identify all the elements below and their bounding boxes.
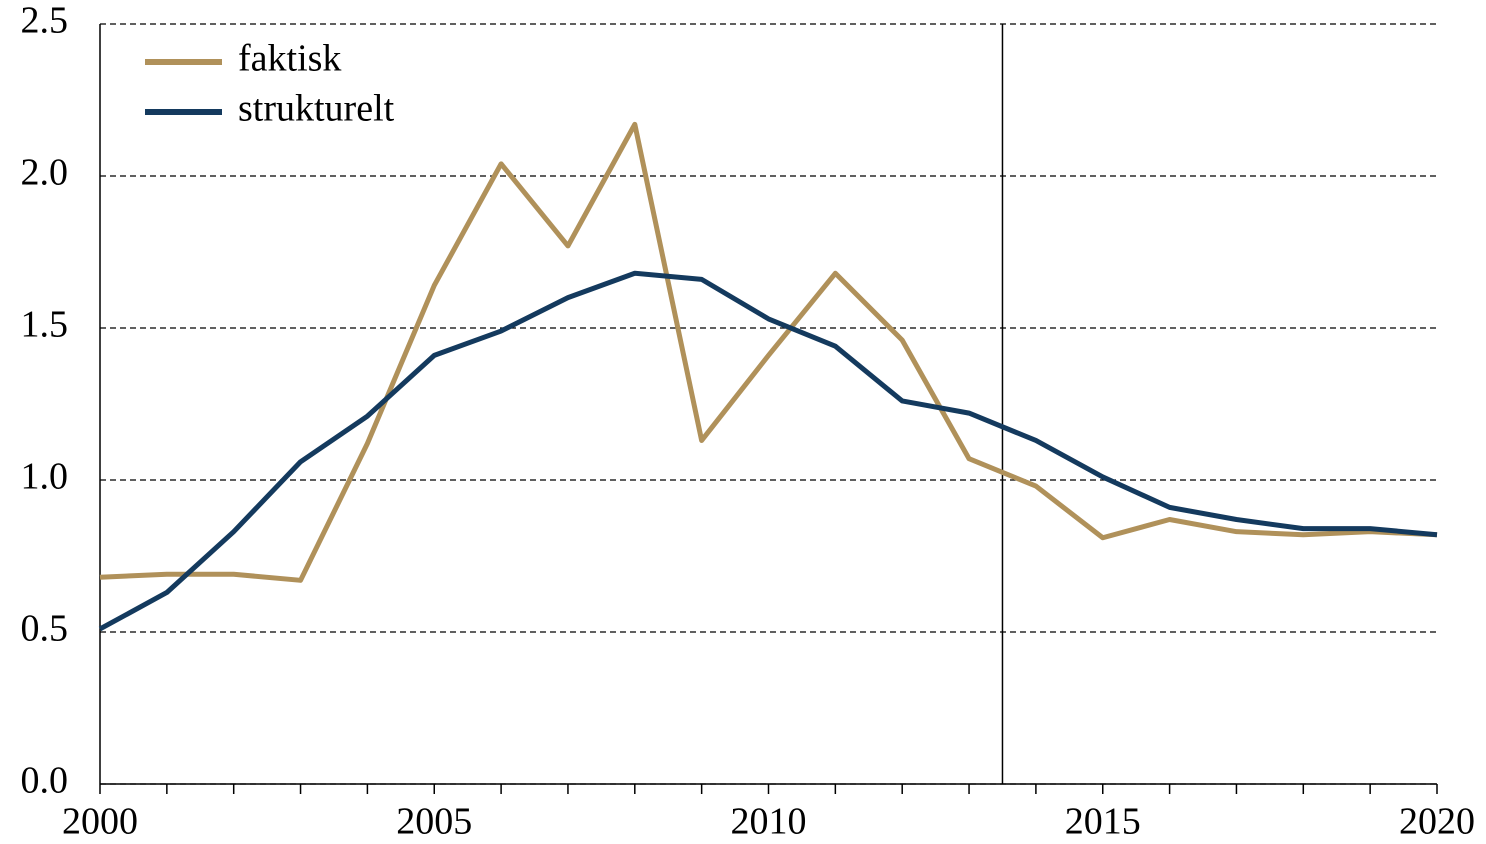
x-tick-label: 2010 (731, 801, 807, 843)
y-tick-label: 2.5 (21, 0, 69, 42)
x-tick-label: 2005 (396, 801, 472, 843)
line-series (98, 270, 1438, 632)
y-tick-label: 0.5 (21, 608, 69, 650)
y-tick-label: 2.0 (21, 152, 69, 194)
legend-label: faktisk (238, 38, 341, 80)
y-tick-label: 1.5 (21, 304, 69, 346)
y-tick-label: 0.0 (21, 760, 69, 802)
x-tick-label: 2020 (1399, 801, 1475, 843)
line-series (99, 121, 1438, 583)
y-tick-label: 1.0 (21, 456, 69, 498)
x-tick-label: 2015 (1065, 801, 1141, 843)
x-tick-label: 2000 (62, 801, 138, 843)
legend-label: strukturelt (238, 88, 395, 130)
